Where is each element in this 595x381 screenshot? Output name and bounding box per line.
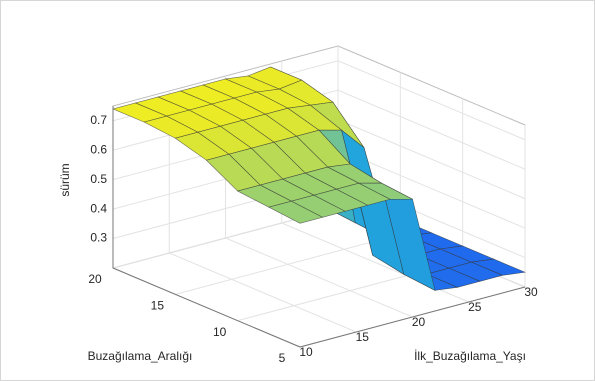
x-tick-label: 20 — [412, 315, 426, 329]
y-tick-label: 20 — [88, 272, 102, 286]
z-tick-label: 0.3 — [90, 231, 107, 245]
z-tick-label: 0.4 — [90, 201, 107, 215]
z-tick-label: 0.5 — [90, 172, 107, 186]
z-tick-label: 0.7 — [90, 113, 107, 127]
x-tick-label: 30 — [524, 285, 538, 299]
y-tick-label: 15 — [151, 299, 165, 313]
z-tick-label: 0.6 — [90, 142, 107, 156]
z-axis-label: sürüm — [58, 163, 72, 196]
y-axis — [112, 267, 301, 348]
x-axis-label: İlk_Buzağılama_Yaşı — [414, 349, 526, 363]
y-tick-label: 5 — [279, 351, 286, 365]
y-axis-label: Buzağılama_Aralığı — [88, 349, 193, 363]
x-tick-label: 15 — [356, 330, 370, 344]
x-axis — [299, 286, 526, 348]
x-tick-label: 10 — [299, 345, 313, 359]
surface-patch — [268, 200, 324, 224]
y-tick-label: 10 — [213, 325, 227, 339]
x-tick-label: 25 — [468, 300, 482, 314]
